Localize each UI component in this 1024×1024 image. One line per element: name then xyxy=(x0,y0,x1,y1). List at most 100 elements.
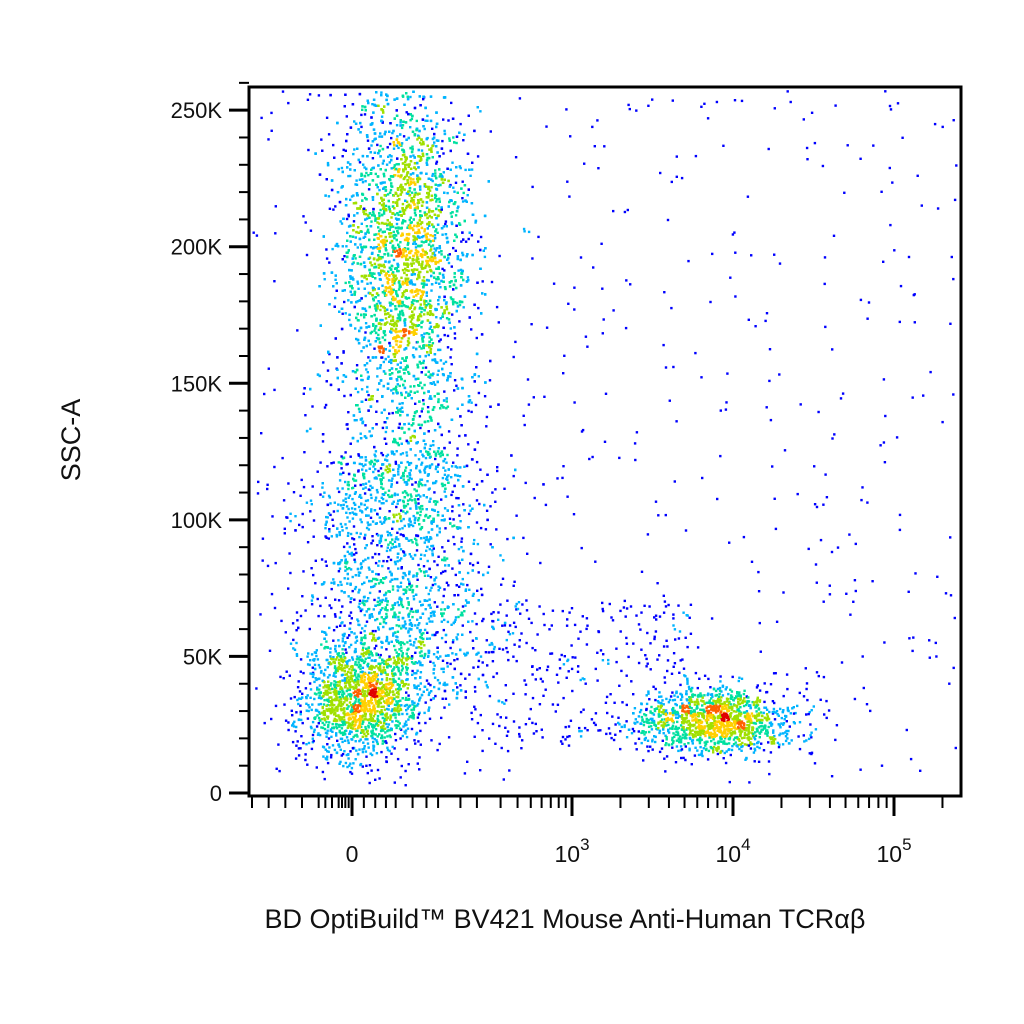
event-dot xyxy=(402,219,405,222)
event-dot xyxy=(361,420,365,423)
event-dot xyxy=(399,121,402,124)
event-dot xyxy=(476,441,479,444)
event-dot xyxy=(419,254,422,257)
event-dot xyxy=(391,502,394,505)
event-dot xyxy=(459,648,462,652)
event-dot xyxy=(400,276,403,279)
event-dot xyxy=(402,592,405,596)
event-dot xyxy=(394,267,397,270)
event-dot xyxy=(428,567,431,571)
event-dot xyxy=(361,108,364,111)
event-dot xyxy=(418,244,422,248)
event-dot xyxy=(459,415,462,418)
event-dot xyxy=(370,220,373,223)
event-dot xyxy=(426,465,429,468)
event-dot xyxy=(367,339,370,343)
event-dot xyxy=(415,410,418,413)
event-dot xyxy=(387,270,390,273)
event-dot xyxy=(355,183,359,186)
event-dot xyxy=(378,229,381,233)
event-dot xyxy=(419,303,422,306)
event-dot xyxy=(467,620,470,623)
event-dot xyxy=(385,286,388,290)
event-dot xyxy=(409,160,413,163)
event-dot xyxy=(374,356,378,359)
event-dot xyxy=(447,430,451,433)
event-dot xyxy=(385,308,389,311)
event-dot xyxy=(390,319,393,322)
event-dot xyxy=(432,697,435,700)
event-dot xyxy=(384,322,387,325)
event-dot xyxy=(431,172,435,176)
event-dot xyxy=(402,294,405,297)
event-dot xyxy=(436,500,439,504)
event-dot xyxy=(480,480,484,483)
event-dot xyxy=(400,393,403,397)
event-dot xyxy=(355,364,359,367)
event-dot xyxy=(430,544,433,548)
event-dot xyxy=(445,400,448,403)
event-dot xyxy=(431,330,434,334)
event-dot xyxy=(497,403,500,406)
event-dot xyxy=(366,282,369,285)
event-dot xyxy=(364,546,367,550)
event-dot xyxy=(391,429,394,433)
event-dot xyxy=(328,303,331,306)
event-dot xyxy=(455,174,458,178)
event-dot xyxy=(397,146,400,150)
event-dot xyxy=(349,284,352,288)
event-dot xyxy=(397,349,400,353)
event-dot xyxy=(423,253,427,256)
event-dot xyxy=(397,335,401,338)
event-dot xyxy=(438,200,441,203)
event-dot xyxy=(430,338,433,341)
event-dot xyxy=(399,241,402,244)
event-dot xyxy=(419,478,422,481)
event-dot xyxy=(378,222,381,225)
event-dot xyxy=(368,616,371,620)
event-dot xyxy=(336,527,339,530)
event-dot xyxy=(396,199,399,202)
event-dot xyxy=(399,317,402,320)
event-dot xyxy=(336,368,339,371)
event-dot xyxy=(364,322,368,325)
event-dot xyxy=(512,536,515,540)
event-dot xyxy=(473,129,476,133)
event-dot xyxy=(410,331,414,334)
event-dot xyxy=(430,248,433,251)
event-dot xyxy=(309,427,312,430)
event-dot xyxy=(467,114,470,117)
event-dot xyxy=(409,126,412,129)
event-dot xyxy=(385,499,388,503)
event-dot xyxy=(316,373,320,376)
event-dot xyxy=(447,468,450,471)
event-dot xyxy=(340,559,343,562)
event-dot xyxy=(469,552,473,556)
event-dot xyxy=(320,583,324,586)
event-dot xyxy=(408,582,411,585)
event-dot xyxy=(416,207,419,210)
event-dot xyxy=(393,603,396,606)
event-dot xyxy=(370,122,374,126)
event-dot xyxy=(376,186,379,189)
event-dot xyxy=(438,425,442,429)
event-dot xyxy=(396,552,400,555)
event-dot xyxy=(425,172,428,175)
event-dot xyxy=(427,191,430,195)
event-dot xyxy=(383,194,386,197)
event-dot xyxy=(333,672,336,675)
event-dot xyxy=(422,519,426,522)
events-layer xyxy=(252,90,958,787)
event-dot xyxy=(353,305,356,309)
event-dot xyxy=(432,517,435,521)
event-dot xyxy=(453,337,457,340)
event-dot xyxy=(360,274,364,278)
event-dot xyxy=(347,225,351,228)
event-dot xyxy=(417,155,420,158)
event-dot xyxy=(412,295,415,298)
event-dot xyxy=(405,157,408,160)
event-dot xyxy=(447,257,450,260)
event-dot xyxy=(407,203,411,206)
event-dot xyxy=(366,371,369,374)
event-dot xyxy=(392,274,395,277)
